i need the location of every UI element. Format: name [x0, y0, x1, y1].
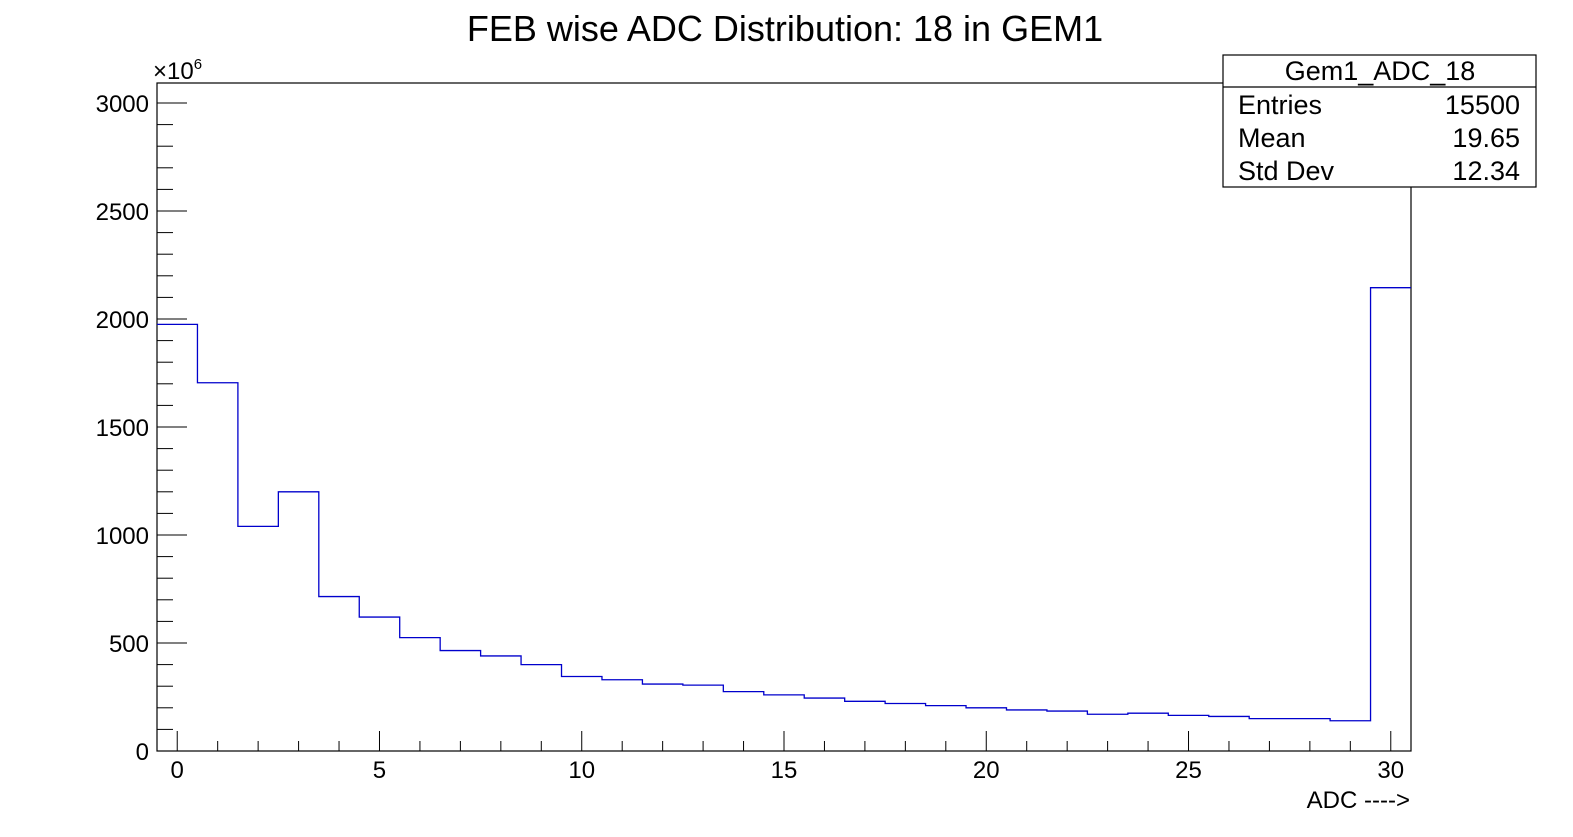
histogram-bin	[359, 617, 399, 751]
stats-stddev-value: 12.34	[1452, 156, 1520, 186]
stats-mean-value: 19.65	[1452, 123, 1520, 153]
x-axis-title: ADC ---->	[1307, 787, 1410, 814]
histogram-bin	[1371, 288, 1411, 751]
histogram-series	[157, 288, 1411, 751]
chart-title: FEB wise ADC Distribution: 18 in GEM1	[467, 8, 1103, 49]
histogram-bin	[278, 492, 318, 751]
y-tick-label: 500	[109, 631, 149, 658]
histogram-bin	[197, 383, 237, 751]
x-tick-label: 15	[771, 757, 798, 784]
histogram-bin	[521, 665, 561, 751]
y-tick-labels: 0 500 1000 1500 2000 2500 3000	[96, 91, 149, 766]
stats-entries-label: Entries	[1238, 90, 1322, 120]
histogram-bin	[319, 597, 359, 751]
histogram-bin	[481, 656, 521, 751]
y-axis	[157, 102, 187, 752]
stats-entries-value: 15500	[1445, 90, 1520, 120]
stats-box-name: Gem1_ADC_18	[1285, 56, 1476, 86]
x-axis	[176, 731, 1392, 751]
y-exponent-label: ×106	[153, 56, 202, 85]
y-tick-label: 3000	[96, 91, 149, 118]
x-tick-label: 10	[568, 757, 595, 784]
histogram-outline	[157, 287, 1411, 722]
stats-mean-label: Mean	[1238, 123, 1306, 153]
histogram-bin	[157, 324, 197, 751]
histogram-bin	[642, 684, 682, 751]
x-tick-label: 0	[171, 757, 184, 784]
histogram-bin	[400, 638, 440, 751]
x-tick-labels: 0 5 10 15 20 25 30	[171, 757, 1405, 784]
x-tick-label: 30	[1377, 757, 1404, 784]
stats-box: Gem1_ADC_18 Entries 15500 Mean 19.65 Std…	[1222, 54, 1537, 188]
stats-stddev-label: Std Dev	[1238, 156, 1335, 186]
y-tick-label: 2500	[96, 199, 149, 226]
x-tick-label: 20	[973, 757, 1000, 784]
x-tick-label: 25	[1175, 757, 1202, 784]
histogram-bin	[602, 680, 642, 751]
y-tick-label: 1500	[96, 415, 149, 442]
svg-text:×106: ×106	[153, 56, 202, 85]
histogram-bin	[440, 651, 480, 751]
stats-box-frame	[1222, 54, 1537, 188]
y-tick-label: 1000	[96, 523, 149, 550]
x-tick-label: 5	[373, 757, 386, 784]
histogram-bin	[238, 526, 278, 751]
y-tick-label: 0	[136, 739, 149, 766]
y-tick-label: 2000	[96, 307, 149, 334]
